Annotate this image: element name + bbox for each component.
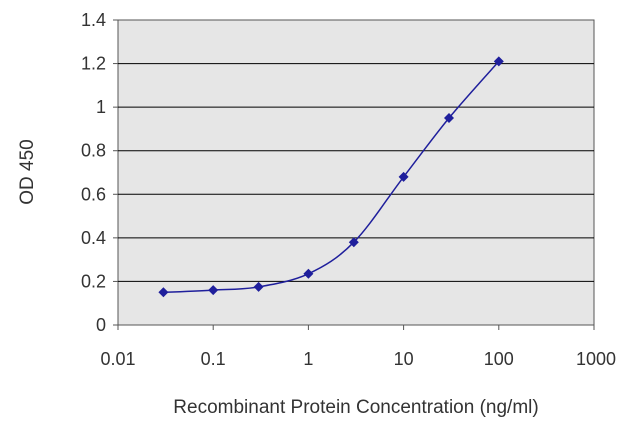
data-point [303,268,314,279]
data-point [444,113,454,123]
x-tick-label: 1 [303,349,313,369]
data-markers [158,56,504,298]
x-axis-title: Recombinant Protein Concentration (ng/ml… [173,397,538,418]
data-point [493,56,504,67]
data-point [253,281,264,292]
y-tick-label: 0.6 [81,184,106,204]
data-point [398,171,409,182]
y-tick-label: 0.4 [81,228,106,248]
y-tick-label: 1.4 [81,10,106,30]
x-tick-label: 0.01 [100,349,135,369]
data-point [208,285,219,296]
data-point [158,287,169,298]
plot-area [117,19,595,326]
y-tick-label: 0 [96,315,106,335]
x-tick-label: 100 [484,349,514,369]
x-tick-label: 1000 [576,349,616,369]
gridlines [118,63,594,282]
y-tick-label: 0.2 [81,271,106,291]
x-tick-label: 0.1 [201,349,226,369]
y-tick-label: 1 [96,97,106,117]
y-ticks: 0 0.2 0.4 0.6 0.8 1 1.2 1.4 [81,10,118,335]
x-tick-label: 10 [394,349,414,369]
y-tick-label: 1.2 [81,54,106,74]
y-axis-title: OD 450 [17,139,38,204]
data-point [348,237,359,248]
y-tick-label: 0.8 [81,141,106,161]
x-ticks: 0.01 0.1 1 10 100 1000 [100,325,616,369]
